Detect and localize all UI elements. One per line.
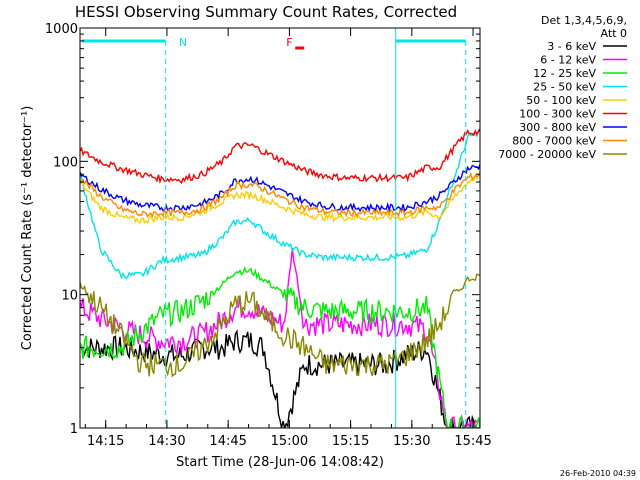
series-layer [80,128,480,428]
y-axis-label: Corrected Count Rate (s⁻¹ detector⁻¹) [20,106,35,351]
x-tick-label-1: 14:15 [87,434,124,449]
legend-header-line-2: Att 0 [601,27,627,40]
series-line-8 [80,171,480,219]
series-line-9 [80,273,480,378]
plot-frame [79,27,481,429]
legend-header-line-1: Det 1,3,4,5,6,9, [541,14,627,27]
series-line-6 [80,128,480,185]
x-tick-label-7: 15:45 [454,434,491,449]
legend-label-1: 3 - 6 keV [547,40,596,53]
legend-label-2: 6 - 12 keV [540,54,596,67]
series-line-7 [80,164,480,213]
legend-label-8: 800 - 7000 keV [512,135,596,148]
legend-label-7: 300 - 800 keV [519,121,596,134]
legend-label-4: 25 - 50 keV [533,81,596,94]
y-tick-label-1: 1000 [45,22,78,37]
annotation-f: F [286,36,292,49]
x-tick-label-6: 15:30 [393,434,430,449]
legend-label-6: 100 - 300 keV [519,108,596,121]
y-axis: 1000 100 10 1 [45,22,480,437]
chart-title: HESSI Observing Summary Count Rates, Cor… [75,3,457,21]
series-line-4 [80,128,480,280]
x-tick-label-2: 14:30 [148,434,185,449]
footer-timestamp: 26-Feb-2010 04:39 [560,469,636,478]
x-axis-label: Start Time (28-Jun-06 14:08:42) [176,455,384,470]
y-tick-label-3: 10 [61,289,78,304]
x-tick-label-5: 15:15 [332,434,369,449]
annotation-n: N [179,36,187,49]
legend-label-5: 50 - 100 keV [526,94,596,107]
series-line-5 [80,170,480,225]
legend-label-9: 7000 - 20000 keV [498,148,596,161]
x-tick-label-3: 14:45 [209,434,246,449]
x-axis: 14:15 14:30 14:45 15:00 15:15 15:30 15:45 [84,28,492,449]
series-line-2 [80,247,480,428]
x-tick-label-4: 15:00 [271,434,308,449]
y-tick-label-2: 100 [53,155,78,170]
y-tick-label-4: 1 [70,422,78,437]
legend-label-3: 12 - 25 keV [533,67,596,80]
series-line-3 [80,266,480,428]
